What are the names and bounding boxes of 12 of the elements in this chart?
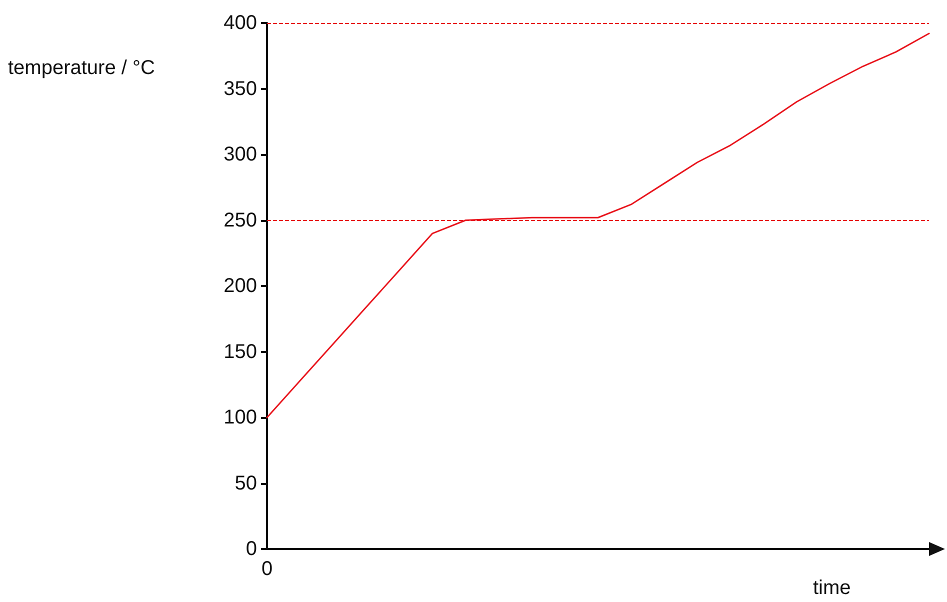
- y-tick-label: 200: [224, 275, 257, 297]
- y-tick-label: 50: [234, 472, 257, 494]
- y-tick-label: 300: [224, 144, 257, 166]
- category-label: 0: [261, 558, 273, 580]
- line-series: [266, 32, 930, 418]
- y-tick-label: 100: [224, 406, 257, 428]
- x-axis-title: time: [813, 577, 851, 599]
- y-tick-label: 400: [224, 12, 257, 34]
- y-axis-title: temperature / °C: [8, 57, 155, 79]
- y-tick-label: 350: [224, 78, 257, 100]
- y-tick-label: 150: [224, 340, 257, 363]
- y-tick-label: 250: [224, 209, 257, 232]
